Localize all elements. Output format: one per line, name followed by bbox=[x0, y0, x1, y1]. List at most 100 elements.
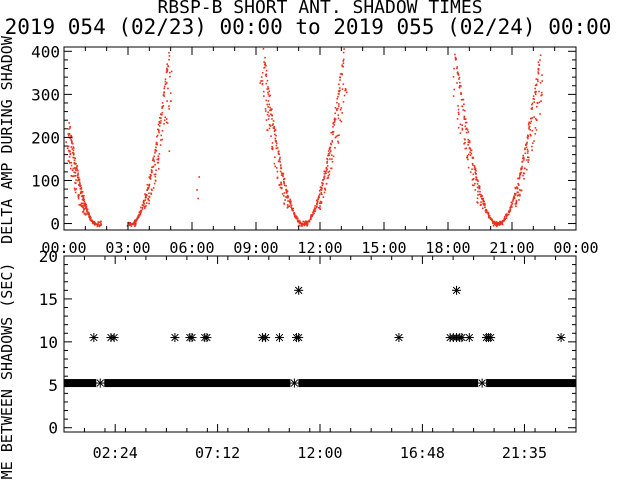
top-data-point bbox=[158, 122, 161, 124]
top-data-point bbox=[338, 103, 340, 105]
top-data-point bbox=[471, 184, 474, 186]
top-data-point bbox=[519, 174, 521, 177]
top-data-point bbox=[139, 213, 142, 216]
top-data-point bbox=[133, 223, 135, 226]
top-data-point bbox=[264, 62, 266, 64]
top-data-point bbox=[471, 156, 474, 159]
top-data-point bbox=[512, 197, 515, 199]
top-data-point bbox=[196, 189, 198, 191]
top-data-point bbox=[272, 127, 275, 129]
top-data-point bbox=[72, 149, 75, 152]
top-data-point bbox=[87, 211, 90, 214]
top-data-point bbox=[263, 95, 265, 97]
top-data-point bbox=[264, 108, 267, 110]
top-data-point bbox=[155, 143, 158, 146]
top-data-point bbox=[135, 222, 137, 225]
bottom-data-point bbox=[556, 333, 566, 343]
top-data-point bbox=[83, 208, 85, 210]
top-data-point bbox=[468, 147, 471, 149]
bottom-x-tick-label: 21:35 bbox=[502, 444, 547, 462]
top-data-point bbox=[301, 222, 304, 225]
top-data-point bbox=[94, 222, 96, 224]
top-data-point bbox=[81, 211, 84, 213]
top-data-point bbox=[332, 122, 335, 124]
top-data-point bbox=[70, 138, 72, 141]
top-data-point bbox=[527, 156, 530, 159]
top-data-point bbox=[521, 165, 523, 168]
bottom-data-point bbox=[261, 333, 271, 343]
top-data-point bbox=[75, 169, 77, 172]
top-data-point bbox=[153, 173, 156, 176]
top-data-point bbox=[267, 87, 270, 90]
top-data-point bbox=[267, 106, 270, 108]
top-data-point bbox=[526, 159, 528, 161]
top-data-point bbox=[326, 158, 329, 161]
top-data-point bbox=[279, 161, 282, 163]
top-data-point bbox=[293, 215, 296, 217]
top-data-point bbox=[332, 126, 334, 128]
top-data-point bbox=[461, 98, 464, 101]
top-data-point bbox=[310, 216, 312, 219]
top-data-point bbox=[323, 191, 326, 194]
top-data-point bbox=[271, 124, 274, 127]
top-data-point bbox=[168, 58, 170, 61]
top-data-point bbox=[342, 58, 345, 61]
top-data-point bbox=[467, 166, 470, 169]
top-data-point bbox=[97, 221, 100, 223]
top-data-point bbox=[283, 192, 286, 194]
top-data-point bbox=[266, 103, 269, 106]
top-data-point bbox=[286, 206, 289, 209]
top-data-point bbox=[67, 149, 70, 152]
top-data-point bbox=[147, 198, 150, 201]
top-data-point bbox=[324, 170, 327, 173]
top-data-point bbox=[453, 88, 456, 91]
top-data-point bbox=[327, 177, 330, 179]
top-data-point bbox=[473, 184, 475, 187]
bottom-axes: 02:24 07:12 12:00 16:48 21:35 0 5 10 15 20 bbox=[39, 247, 577, 462]
top-data-point bbox=[148, 176, 151, 178]
top-data-point bbox=[482, 207, 484, 210]
top-data-point bbox=[77, 173, 79, 175]
top-data-point bbox=[80, 205, 83, 208]
top-data-point bbox=[487, 214, 490, 217]
chart-subtitle: 2019 054 (02/23) 00:00 to 2019 055 (02/2… bbox=[5, 15, 612, 39]
top-data-point bbox=[464, 121, 467, 124]
top-data-point bbox=[339, 108, 342, 111]
top-data-point bbox=[324, 188, 326, 190]
top-data-point bbox=[460, 85, 462, 87]
bottom-data-point bbox=[394, 333, 404, 343]
top-data-point bbox=[334, 119, 336, 122]
top-data-point bbox=[326, 168, 328, 171]
bottom-data-point bbox=[452, 285, 462, 295]
top-data-point bbox=[337, 114, 340, 117]
top-data-point bbox=[135, 219, 138, 221]
top-data-point bbox=[285, 190, 288, 192]
top-data-point bbox=[531, 106, 534, 109]
top-data-point bbox=[155, 146, 157, 149]
top-data-point bbox=[477, 194, 479, 196]
top-data-point bbox=[79, 192, 82, 195]
top-data-point bbox=[512, 200, 514, 202]
top-data-point bbox=[314, 208, 317, 210]
top-data-point bbox=[271, 118, 273, 120]
top-data-point bbox=[457, 72, 459, 75]
top-data-point bbox=[73, 152, 75, 155]
top-data-point bbox=[318, 207, 321, 209]
top-data-point bbox=[501, 223, 504, 226]
top-data-point bbox=[268, 115, 270, 117]
top-data-point bbox=[541, 80, 544, 82]
top-data-point bbox=[130, 225, 133, 227]
top-data-point bbox=[160, 134, 163, 137]
top-data-point bbox=[276, 147, 279, 149]
top-data-point bbox=[77, 174, 79, 177]
bottom-x-tick-label: 07:12 bbox=[195, 444, 240, 462]
top-data-point bbox=[156, 135, 158, 138]
top-data-point bbox=[327, 171, 330, 173]
top-data-point bbox=[526, 136, 529, 139]
top-data-point bbox=[475, 176, 477, 178]
top-data-point bbox=[535, 90, 537, 93]
top-data-point bbox=[531, 108, 533, 110]
top-data-point bbox=[325, 182, 328, 185]
top-data-point bbox=[287, 205, 289, 208]
top-data-point bbox=[269, 94, 272, 97]
